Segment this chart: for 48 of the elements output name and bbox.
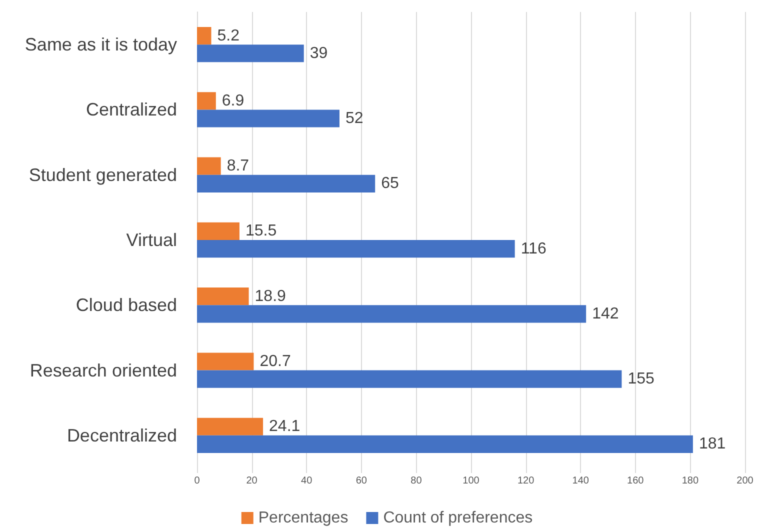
data-label: 116 [520, 240, 546, 258]
x-tick-label: 120 [517, 476, 535, 486]
data-label: 39 [310, 44, 328, 62]
data-label: 6.9 [222, 92, 244, 110]
data-label: 65 [381, 175, 399, 192]
data-label: 181 [698, 436, 726, 453]
bar [197, 157, 221, 175]
data-label: 5.2 [217, 27, 240, 44]
data-label: 142 [592, 305, 619, 322]
legend-label: Count of preferences [383, 510, 533, 526]
bar [197, 240, 515, 258]
x-tick-label: 140 [572, 476, 590, 486]
x-tick-label: 200 [736, 476, 754, 486]
bar [197, 305, 586, 323]
x-tick-label: 80 [410, 476, 422, 486]
y-tick-label: Virtual [126, 230, 177, 250]
bar [197, 418, 264, 436]
bar [197, 174, 376, 192]
x-tick-label: 20 [246, 476, 258, 486]
bar [197, 370, 622, 388]
bar [197, 110, 340, 128]
y-tick-label: Decentralized [66, 425, 177, 446]
bar [197, 435, 693, 454]
y-tick-label: Student generated [28, 164, 177, 185]
data-label: 18.9 [254, 288, 286, 305]
x-tick-label: 180 [682, 476, 699, 486]
data-label: 155 [628, 370, 654, 388]
data-label: 20.7 [260, 352, 291, 370]
y-tick-label: Research oriented [30, 360, 177, 380]
bar [197, 92, 216, 110]
legend-label: Percentages [258, 510, 348, 526]
data-label: 8.7 [226, 158, 250, 175]
x-tick-label: 40 [301, 476, 313, 486]
x-tick-label: 60 [356, 476, 368, 486]
bar [197, 222, 240, 240]
y-tick-label: Cloud based [76, 295, 177, 316]
bar [197, 288, 249, 306]
y-tick-label: Centralized [86, 100, 177, 120]
data-label: 24.1 [269, 418, 300, 436]
data-label: 52 [345, 110, 364, 128]
data-label: 15.5 [245, 222, 277, 240]
x-tick-label: 100 [462, 476, 480, 486]
x-tick-label: 0 [194, 476, 200, 486]
x-tick-label: 160 [627, 476, 644, 486]
bar [197, 26, 212, 45]
y-tick-label: Same as it is today [24, 34, 177, 55]
bar [197, 352, 254, 370]
bar [197, 44, 304, 62]
